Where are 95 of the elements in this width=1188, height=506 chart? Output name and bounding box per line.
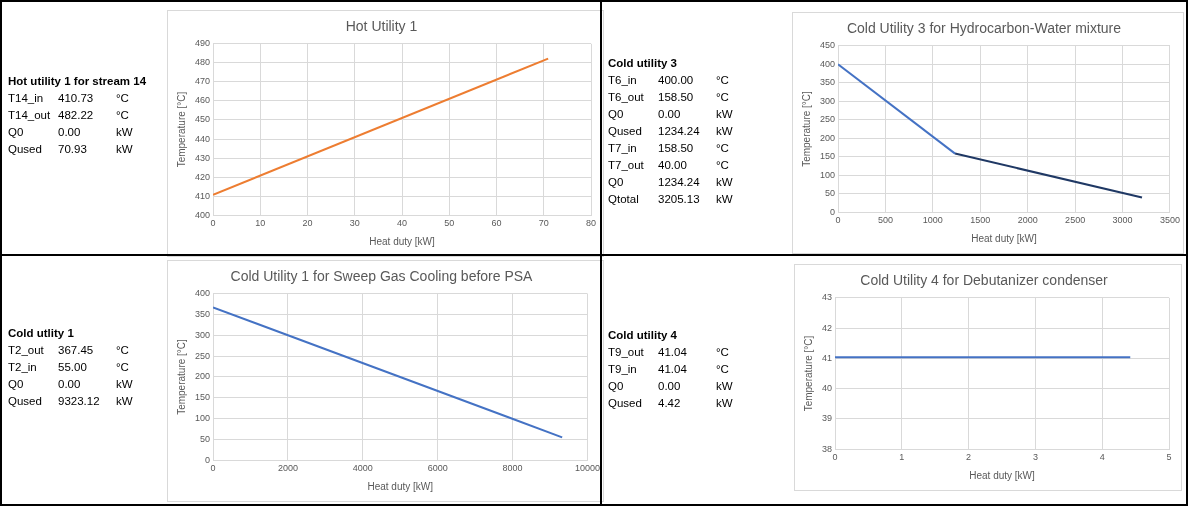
x-tick-label: 4000	[352, 463, 373, 474]
x-tick-label: 50	[444, 218, 455, 229]
text: T14_out 482.22 °C	[8, 108, 129, 121]
y-tick-label: 200	[194, 371, 211, 382]
y-tick-label: 480	[194, 57, 211, 68]
text: T9_in 41.04 °C	[608, 362, 729, 375]
x-tick-label: 6000	[427, 463, 448, 474]
x-tick-label: 10000	[574, 463, 600, 474]
x-tick-label: 2000	[1017, 215, 1038, 226]
y-tick-label: 100	[194, 413, 211, 424]
x-axis-title: Heat duty [kW]	[367, 480, 434, 492]
y-tick-label: 440	[194, 133, 211, 144]
x-tick-label: 70	[538, 218, 549, 229]
text: Q0 0.00 kW	[608, 107, 733, 120]
x-tick-label: 3500	[1159, 215, 1180, 226]
y-axis-title: Temperature [°C]	[802, 335, 814, 412]
y-tick-label: 470	[194, 76, 211, 87]
y-tick-label: 38	[822, 443, 833, 454]
text: Qtotal 3205.13 kW	[608, 192, 733, 205]
x-tick-label: 4	[1099, 452, 1105, 463]
text: T2_in 55.00 °C	[8, 360, 129, 373]
y-tick-label: 41	[822, 352, 833, 363]
x-tick-label: 1	[899, 452, 905, 463]
y-tick-label: 250	[194, 350, 211, 361]
text: T6_in 400.00 °C	[608, 73, 729, 86]
y-tick-label: 420	[194, 171, 211, 182]
text: Qused 70.93 kW	[8, 142, 133, 155]
x-tick-label: 2	[966, 452, 972, 463]
x-tick-label: 20	[302, 218, 313, 229]
x-tick-label: 3	[1032, 452, 1038, 463]
y-tick-label: 50	[825, 188, 836, 199]
y-axis-title: Temperature [°C]	[175, 338, 187, 415]
x-tick-label: 500	[877, 215, 893, 226]
y-tick-label: 450	[819, 40, 836, 51]
y-tick-label: 50	[200, 433, 211, 444]
y-tick-label: 0	[830, 206, 836, 217]
x-tick-label: 8000	[502, 463, 523, 474]
y-axis-title: Temperature [°C]	[800, 90, 812, 167]
y-tick-label: 39	[822, 413, 833, 424]
y-tick-label: 100	[819, 169, 836, 180]
text: T7_in 158.50 °C	[608, 141, 729, 154]
x-tick-label: 5	[1166, 452, 1172, 463]
y-tick-label: 43	[822, 292, 833, 303]
y-tick-label: 410	[194, 190, 211, 201]
x-tick-label: 10	[255, 218, 266, 229]
y-tick-label: 400	[819, 58, 836, 69]
text: Q0 0.00 kW	[608, 379, 733, 392]
chart-title: Cold Utility 4 for Debutanizer condenser	[860, 272, 1109, 289]
x-tick-label: 2000	[277, 463, 298, 474]
text: Qused 4.42 kW	[608, 396, 733, 409]
chart-title: Cold Utility 1 for Sweep Gas Cooling before PSA	[230, 268, 534, 285]
y-tick-label: 430	[194, 152, 211, 163]
text: T9_out 41.04 °C	[608, 345, 729, 358]
y-tick-label: 460	[194, 95, 211, 106]
text: Qused 1234.24 kW	[608, 124, 733, 137]
text: T7_out 40.00 °C	[608, 158, 729, 171]
text: Cold utility 4	[608, 327, 678, 343]
y-tick-label: 490	[194, 38, 211, 49]
text: T2_out 367.45 °C	[8, 343, 129, 356]
x-axis-title: Heat duty [kW]	[969, 469, 1036, 481]
y-tick-label: 150	[194, 392, 211, 403]
text: Cold utlity 1	[8, 325, 75, 341]
x-axis-title: Heat duty [kW]	[369, 235, 436, 247]
y-tick-label: 400	[194, 288, 211, 299]
x-tick-label: 30	[349, 218, 360, 229]
y-tick-label: 350	[819, 77, 836, 88]
chart-title: Cold Utility 3 for Hydrocarbon-Water mixture	[846, 20, 1122, 37]
text: Q0 1234.24 kW	[608, 175, 733, 188]
text: T14_in 410.73 °C	[8, 91, 129, 104]
text: Cold utility 3	[608, 55, 678, 71]
y-tick-label: 300	[819, 95, 836, 106]
text: Hot utility 1 for stream 14	[8, 73, 148, 89]
y-tick-label: 250	[819, 114, 836, 125]
x-tick-label: 1000	[922, 215, 943, 226]
x-tick-label: 40	[397, 218, 408, 229]
y-tick-label: 40	[822, 383, 833, 394]
x-tick-label: 2500	[1065, 215, 1086, 226]
y-tick-label: 350	[194, 309, 211, 320]
y-tick-label: 200	[819, 132, 836, 143]
y-tick-label: 42	[822, 322, 833, 333]
x-tick-label: 60	[491, 218, 502, 229]
x-tick-label: 80	[585, 218, 597, 229]
text: T6_out 158.50 °C	[608, 90, 729, 103]
y-tick-label: 300	[194, 329, 211, 340]
chart-title: Hot Utility 1	[345, 18, 418, 35]
text: Q0 0.00 kW	[8, 377, 133, 390]
y-tick-label: 450	[194, 114, 211, 125]
text: Qused 9323.12 kW	[8, 394, 133, 407]
y-tick-label: 150	[819, 151, 836, 162]
x-axis-title: Heat duty [kW]	[971, 232, 1038, 244]
y-tick-label: 400	[194, 209, 211, 220]
y-axis-title: Temperature [°C]	[175, 91, 187, 168]
text: Q0 0.00 kW	[8, 125, 133, 138]
x-tick-label: 1500	[970, 215, 991, 226]
x-tick-label: 3000	[1112, 215, 1133, 226]
